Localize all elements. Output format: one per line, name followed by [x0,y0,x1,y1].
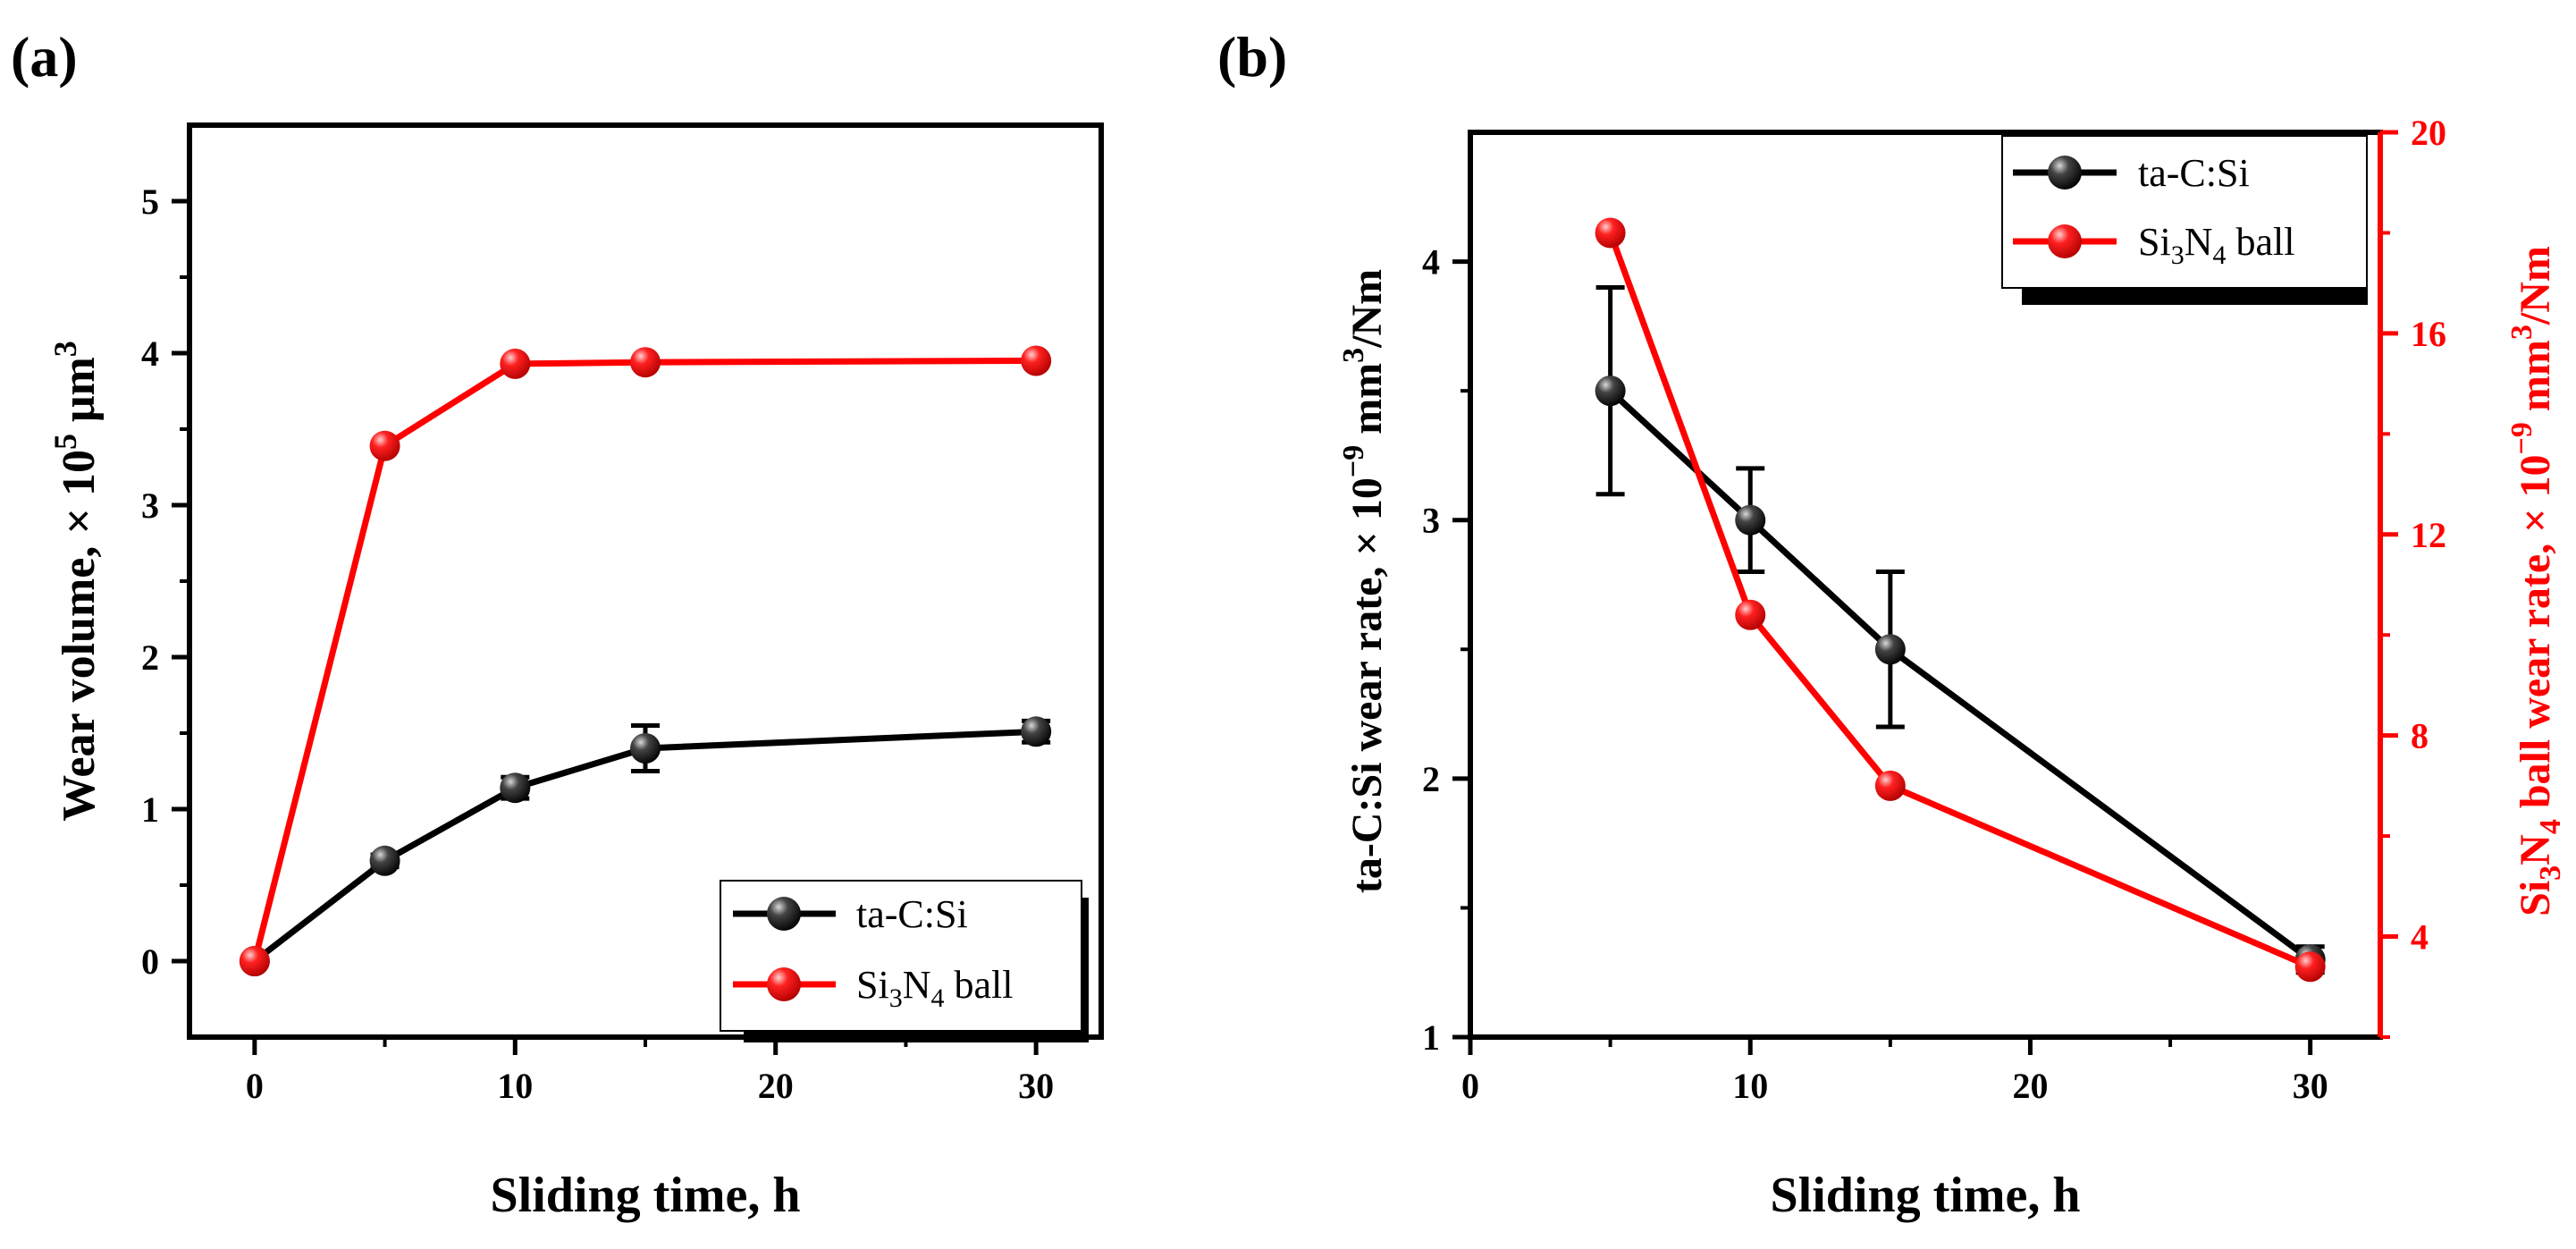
panel-a-si3n4-point [630,347,661,378]
legend-label-part: 4 [2212,241,2226,270]
panel-b-ytick-right-label: 4 [2411,917,2429,958]
panel-b-ylabel-right: Si3N4 ball wear rate, × 10−9 mm3/Nm [2505,246,2567,916]
panel-b-tacsi-point [1874,634,1906,665]
panel-b-tacsi-line [1608,388,2312,963]
panel-b-ylabel-left-tail: /Nm [1343,269,1391,349]
panel-b-ytick-label: 3 [1422,501,1440,541]
panel-a-ytick-label: 0 [141,941,159,982]
legend-label-part: ball [2226,220,2294,264]
panel-b-ytick-right-label: 16 [2411,314,2446,354]
panel-a-ylabel-sup: 5 [47,434,83,450]
panel-b-si3n4-point [2294,951,2326,983]
panel-b-si3n4-point [1735,599,1766,630]
panel-a-ylabel-main: Wear volume, × 10 [54,450,105,822]
panel-a-tacsi-point [1021,716,1052,747]
panel-b-ylabel-left-unit: mm [1343,363,1391,445]
panel-b-xtick-label: 30 [2293,1066,2328,1106]
legend-label-part: ta-C:Si [856,892,968,936]
panel-b-si3n4-point [1874,770,1906,801]
panel-a-ylabel: Wear volume, × 105 μm3 [47,341,105,822]
panel-b-series [1595,217,2326,983]
panel-a-tacsi-point [500,772,531,804]
panel-a-series [239,345,1052,976]
panel-b-xlabel: Sliding time, h [1771,1168,2081,1223]
legend-label-part: N [903,963,931,1007]
legend-marker-tacsi [2048,156,2082,190]
panel-b-ytick-right-label: 12 [2411,515,2446,555]
panel-b-ylabel-right-sub2: 4 [2534,819,2567,834]
legend-label-tacsi: ta-C:Si [2138,151,2250,195]
panel-b-xtick-label: 0 [1461,1066,1479,1106]
panel-b-ylabel-right-sup2: 3 [2505,325,2538,340]
legend-label-part: ta-C:Si [2138,151,2250,195]
panel-a-si3n4-point [500,348,531,379]
legend-marker-si3n4 [767,967,801,1001]
panel-a-si3n4-point [369,430,400,461]
legend-label-si3n4: Si3N4 ball [2138,220,2294,270]
panel-a-label: (a) [11,25,78,89]
panel-a-xtick-label: 30 [1018,1066,1054,1106]
panel-b-legend: ta-C:Si Si3N4 ball [2001,135,2368,305]
panel-a-si3n4-point [239,946,270,976]
panel-a-ytick-label: 5 [141,181,159,222]
legend-label-part: 3 [889,983,903,1013]
legend-marker-si3n4 [2048,224,2082,258]
panel-b-ytick-label: 2 [1422,759,1440,799]
legend-label-part: 4 [930,983,944,1013]
panel-b-ytick-label: 4 [1422,242,1440,283]
panel-a-ytick-label: 3 [141,485,159,526]
panel-b-tacsi-point [1595,376,1626,407]
panel-b-ylabel-right-p2: N [2512,834,2559,865]
panel-b-ylabel-left-unit-sup: 3 [1337,348,1370,363]
panel-b-tacsi-point [1735,504,1766,536]
legend-label-si3n4: Si3N4 ball [856,963,1013,1013]
panel-b-label: (b) [1217,25,1287,89]
panel-b-ytick-right-label: 8 [2411,716,2429,756]
panel-b-ylabel-right-p5: /Nm [2512,246,2559,325]
panel-b-ylabel-right-p4: mm [2512,340,2559,422]
panel-a-xlabel: Sliding time, h [491,1168,801,1223]
panel-b-ylabel-right-p1: Si [2512,881,2559,916]
panel-a-ylabel-unit: μm [54,357,105,434]
panel-a-xtick-label: 20 [758,1066,794,1106]
panel-b-ylabel-right-p3: ball wear rate, × 10 [2512,454,2559,819]
panel-a-ytick-label: 4 [141,333,159,374]
legend-label-part: ball [944,963,1013,1007]
panel-b-ylabel-left: ta-C:Si wear rate, × 10−9 mm3/Nm [1337,269,1391,893]
legend-label-part: N [2185,220,2213,264]
panel-a-tacsi-point [630,733,661,764]
legend-label-part: 3 [2171,241,2185,270]
panel-b-ylabel-left-main: ta-C:Si wear rate, × 10 [1343,477,1391,893]
panel-a-xtick-label: 0 [246,1066,264,1106]
panel-b-ytick-label: 1 [1422,1017,1440,1058]
legend-label-tacsi: ta-C:Si [856,892,968,936]
panel-b-si3n4-point [1595,217,1626,249]
panel-a-si3n4-point [1021,345,1052,376]
panel-b-xtick-label: 10 [1732,1066,1768,1106]
panel-b-ylabel-left-sup: −9 [1337,445,1370,477]
legend-label-part: Si [2138,220,2171,264]
panel-b-si3n4-line [1607,232,2312,970]
panel-b-ylabel-right-sub1: 3 [2534,865,2567,881]
panel-a-ytick-label: 1 [141,789,159,830]
panel-a-legend: ta-C:Si Si3N4 ball [720,880,1089,1042]
legend-marker-tacsi [767,897,801,931]
panel-b-ylabel-right-sup1: −9 [2505,422,2538,454]
legend-label-part: Si [856,963,889,1007]
panel-b-xtick-label: 20 [2012,1066,2048,1106]
panel-a-ylabel-unit-sup: 3 [47,341,83,357]
panel-a-tacsi-point [369,845,400,876]
panel-a-xtick-label: 10 [497,1066,533,1106]
panel-b-ytick-right-label: 20 [2411,113,2446,153]
panel-a-ytick-label: 2 [141,637,159,678]
